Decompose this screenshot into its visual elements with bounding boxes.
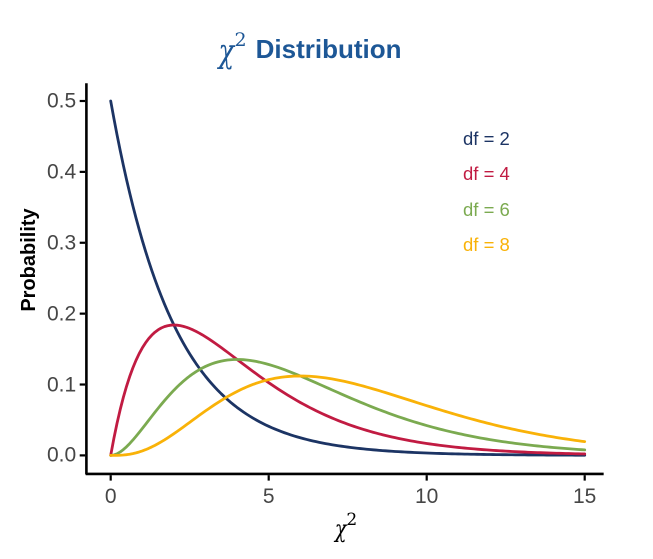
tick-marks	[79, 99, 586, 481]
y-tick-label: 0.4	[46, 160, 77, 184]
x-tick-label: 0	[104, 484, 117, 508]
y-axis-title: Probability	[18, 208, 40, 312]
curves	[109, 99, 587, 457]
y-tick-label: 0.3	[46, 231, 77, 255]
y-tick-label: 0.2	[46, 302, 77, 326]
curve-df-8	[109, 374, 587, 457]
x-tick-label: 15	[573, 484, 597, 508]
chart-title-exponent: 2	[234, 29, 247, 51]
x-tick-label: 10	[415, 484, 439, 508]
curve-df-6	[109, 358, 587, 457]
legend-label-df-4: df = 4	[463, 163, 510, 185]
x-axis-title: χ2	[334, 512, 357, 543]
legend-label-df-8: df = 8	[463, 233, 510, 255]
x-tick-label: 5	[262, 484, 275, 508]
curve-df-4	[109, 323, 587, 457]
x-axis-title-chi-symbol: χ	[334, 515, 347, 543]
chart-title-text: Distribution	[255, 34, 402, 64]
axes	[85, 83, 604, 476]
chart-title: χ2 Distribution	[219, 29, 402, 68]
y-tick-label: 0.5	[46, 89, 77, 113]
y-tick-label: 0.0	[46, 443, 77, 467]
legend-label-df-6: df = 6	[463, 198, 510, 220]
legend-label-df-2: df = 2	[463, 127, 510, 149]
curve-df-2	[109, 99, 587, 457]
chart-title-chi-symbol: χ	[218, 31, 235, 70]
y-tick-label: 0.1	[46, 373, 77, 397]
x-axis-title-exponent: 2	[346, 510, 358, 530]
